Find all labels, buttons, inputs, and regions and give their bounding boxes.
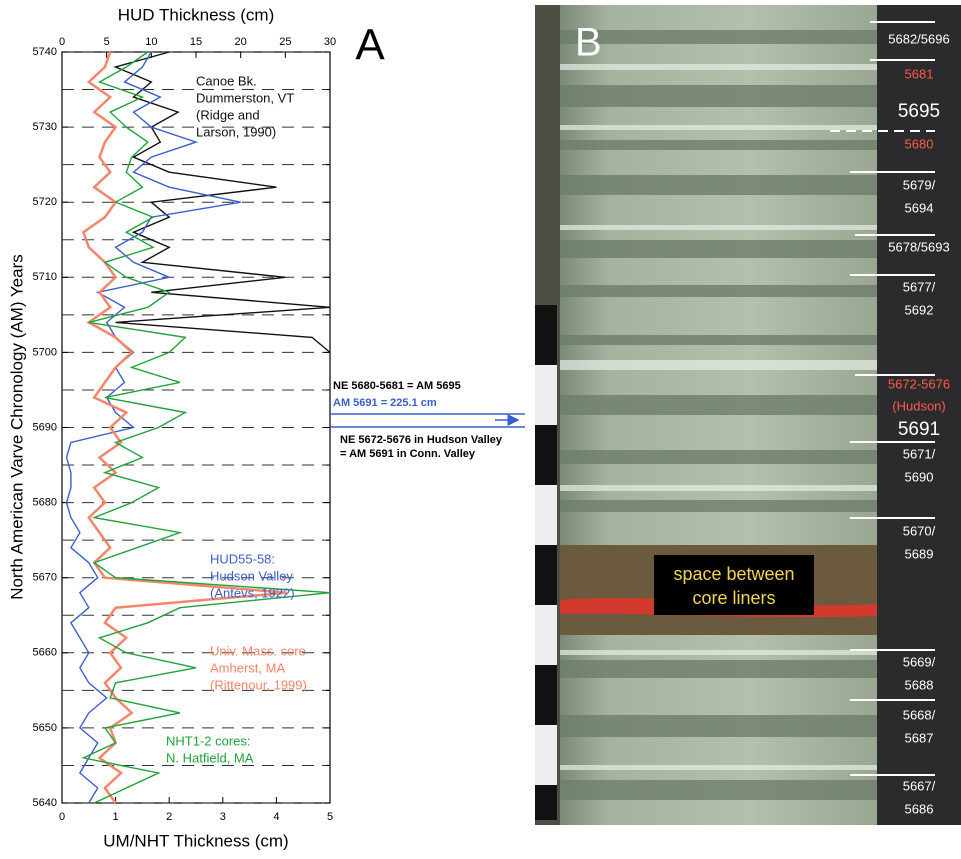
grid — [62, 51, 330, 804]
series-note: Larson, 1990) — [196, 124, 276, 139]
series-note: (Antevs, 1922) — [210, 585, 295, 600]
photo-label: 5667/ — [903, 778, 936, 793]
series-label: Univ. Mass. core — [210, 643, 306, 658]
y-tick-label: 5740 — [33, 46, 57, 58]
annotation: = AM 5691 in Conn. Valley — [340, 448, 476, 460]
series-note: Dummerston, VT — [196, 90, 294, 105]
photo-label: 5672-5676 — [888, 376, 950, 391]
series-note: N. Hatfield, MA — [166, 750, 254, 765]
annotation: NE 5680-5681 = AM 5695 — [333, 380, 461, 392]
y-tick-label: 5700 — [33, 346, 57, 358]
photo-label: 5691 — [898, 419, 940, 440]
series-line — [81, 51, 288, 804]
x2-tick-label: 20 — [235, 36, 247, 48]
photo-label: 5669/ — [903, 654, 936, 669]
x-tick-label: 0 — [59, 811, 65, 823]
x-axis-title: UM/NHT Thickness (cm) — [103, 831, 288, 850]
x2-tick-label: 5 — [104, 36, 110, 48]
series-label: HUD55-58: — [210, 551, 275, 566]
panel-label: A — [355, 21, 385, 70]
series-note: (Rittenour, 1999) — [210, 677, 307, 692]
x2-tick-label: 0 — [59, 36, 65, 48]
photo-label: (Hudson) — [892, 398, 945, 413]
core-photo — [535, 5, 961, 825]
caption-line: space between — [673, 564, 794, 584]
photo-label: 5679/ — [903, 177, 936, 192]
series-line — [65, 51, 241, 804]
photo-label: 5694 — [905, 200, 934, 215]
x-tick-label: 2 — [166, 811, 172, 823]
y-tick-label: 5670 — [33, 572, 57, 584]
top-axis-title: HUD Thickness (cm) — [118, 5, 274, 24]
series-note: Hudson Valley — [210, 568, 293, 583]
y-axis-title: North American Varve Chronology (AM) Yea… — [7, 254, 26, 600]
x-tick-label: 1 — [113, 811, 119, 823]
x2-tick-label: 25 — [279, 36, 291, 48]
photo-label: 5682/5696 — [888, 31, 949, 46]
annotation: NE 5672-5676 in Hudson Valley — [340, 434, 503, 446]
photo-label: 5695 — [898, 101, 940, 122]
series-labels: Canoe Bk. Dummerston, VT (Ridge and Larson,… — [166, 73, 307, 765]
photo-label: 5668/ — [903, 707, 936, 722]
x-tick-label: 5 — [327, 811, 333, 823]
photo-label: 5678/5693 — [888, 239, 949, 254]
photo-label: 5687 — [905, 730, 934, 745]
y-tick-label: 5660 — [33, 647, 57, 659]
series-line — [113, 51, 331, 353]
y-tick-label: 5690 — [33, 421, 57, 433]
photo-label: 5670/ — [903, 523, 936, 538]
panel-label: B — [575, 21, 602, 65]
series-note: (Ridge and — [196, 107, 260, 122]
photo-labels: 5682/5696 5681 5695 5680 5679/5694 5678/5693 5… — [888, 31, 950, 816]
photo-label: 5690 — [905, 469, 934, 484]
x2-tick-label: 30 — [324, 36, 336, 48]
y-tick-label: 5680 — [33, 497, 57, 509]
y-tick-label: 5640 — [33, 797, 57, 809]
series-label: Canoe Bk. — [196, 73, 257, 88]
caption: space between core liners — [673, 564, 794, 608]
photo-label: 5680 — [905, 136, 934, 151]
photo-label: 5692 — [905, 302, 934, 317]
y-tick-label: 5650 — [33, 722, 57, 734]
x-tick-label: 3 — [220, 811, 226, 823]
photo-label: 5689 — [905, 546, 934, 561]
annotation: AM 5691 = 225.1 cm — [333, 397, 437, 409]
series-line — [81, 51, 331, 804]
y-tick-label: 5710 — [33, 271, 57, 283]
x2-tick-label: 15 — [190, 36, 202, 48]
series-lines — [65, 51, 331, 804]
x-tick-label: 4 — [273, 811, 279, 823]
photo-label: 5671/ — [903, 446, 936, 461]
series-label: NHT1-2 cores: — [166, 733, 251, 748]
x2-tick-label: 10 — [145, 36, 157, 48]
caption-line: core liners — [692, 588, 775, 608]
photo-label: 5677/ — [903, 279, 936, 294]
axes: 5640 5650 5660 5670 5680 5690 5700 5710 5720 5730… — [33, 36, 337, 823]
y-tick-label: 5720 — [33, 196, 57, 208]
photo-label: 5681 — [905, 66, 934, 81]
photo-label: 5688 — [905, 677, 934, 692]
photo-label: 5686 — [905, 801, 934, 816]
y-tick-label: 5730 — [33, 121, 57, 133]
series-note: Amherst, MA — [210, 660, 285, 675]
